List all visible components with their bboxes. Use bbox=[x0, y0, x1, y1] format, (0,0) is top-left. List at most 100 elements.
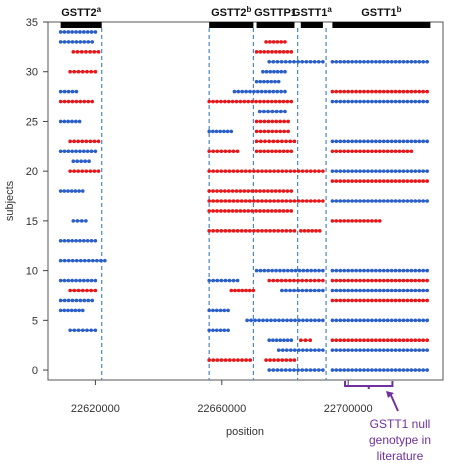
segment-point bbox=[280, 288, 284, 293]
segment-point bbox=[275, 40, 280, 44]
segment-point bbox=[214, 129, 219, 134]
segment-point bbox=[316, 368, 321, 372]
segment-point bbox=[272, 199, 276, 203]
segment-point bbox=[281, 149, 286, 154]
segment-point bbox=[215, 199, 220, 203]
segment-point bbox=[378, 219, 382, 223]
segment-point bbox=[268, 358, 272, 362]
segment-point bbox=[262, 119, 267, 124]
segment-point bbox=[66, 238, 71, 243]
segment-point bbox=[215, 99, 219, 104]
segment-point bbox=[292, 199, 297, 203]
segment-point bbox=[72, 288, 77, 293]
segment-point bbox=[70, 258, 75, 263]
segment-point bbox=[62, 149, 67, 154]
segment-point bbox=[219, 99, 223, 104]
segment-point bbox=[254, 149, 259, 154]
segment-point bbox=[338, 139, 343, 144]
segment-point bbox=[235, 278, 240, 283]
segment-point bbox=[78, 258, 83, 263]
segment-point bbox=[389, 348, 394, 352]
segment-point bbox=[421, 89, 426, 94]
segment-point bbox=[266, 268, 271, 273]
segment-point bbox=[77, 189, 81, 193]
segment-point bbox=[72, 169, 76, 173]
segment-point bbox=[215, 149, 220, 154]
segment-point bbox=[362, 368, 366, 372]
subject-segment bbox=[254, 149, 294, 154]
segment-point bbox=[262, 189, 266, 193]
subject-segment bbox=[330, 149, 414, 154]
segment-point bbox=[262, 209, 266, 213]
y-tick-label: 10 bbox=[26, 266, 38, 278]
segment-point bbox=[258, 79, 263, 84]
segment-point bbox=[74, 298, 79, 303]
segment-point bbox=[66, 258, 71, 263]
segment-point bbox=[72, 139, 76, 144]
segment-point bbox=[207, 189, 211, 193]
segment-point bbox=[215, 169, 220, 173]
segment-point bbox=[272, 69, 276, 74]
segment-point bbox=[401, 368, 406, 372]
segment-point bbox=[283, 278, 288, 283]
segment-point bbox=[258, 119, 263, 124]
segment-point bbox=[248, 358, 253, 362]
segment-point bbox=[289, 189, 294, 193]
segment-point bbox=[350, 99, 354, 104]
segment-point bbox=[89, 30, 94, 34]
segment-point bbox=[66, 119, 71, 124]
segment-point bbox=[274, 129, 279, 134]
segment-point bbox=[58, 298, 63, 303]
segment-point bbox=[227, 229, 232, 233]
segment-point bbox=[247, 288, 252, 293]
segment-point bbox=[99, 258, 103, 263]
segment-point bbox=[413, 288, 418, 293]
segment-point bbox=[84, 219, 88, 223]
segment-point bbox=[268, 169, 272, 173]
segment-point bbox=[271, 368, 276, 372]
segment-point bbox=[223, 229, 228, 233]
segment-point bbox=[279, 89, 283, 94]
segment-point bbox=[278, 129, 283, 134]
segment-point bbox=[362, 139, 366, 144]
segment-point bbox=[425, 179, 430, 183]
segment-point bbox=[409, 89, 414, 94]
segment-point bbox=[74, 40, 79, 44]
segment-point bbox=[358, 298, 362, 303]
segment-point bbox=[255, 89, 260, 94]
segment-point bbox=[279, 69, 284, 74]
segment-point bbox=[207, 209, 211, 213]
segment-point bbox=[370, 149, 374, 154]
segment-point bbox=[262, 129, 267, 134]
segment-point bbox=[370, 278, 374, 283]
segment-point bbox=[289, 209, 294, 213]
segment-point bbox=[271, 139, 276, 144]
gene-label: GSTT1a bbox=[292, 5, 332, 19]
y-tick-label: 25 bbox=[26, 116, 38, 128]
segment-point bbox=[308, 59, 313, 64]
segment-point bbox=[284, 348, 289, 352]
segment-point bbox=[288, 199, 293, 203]
segment-point bbox=[275, 368, 280, 372]
segment-point bbox=[312, 199, 317, 203]
segment-point bbox=[378, 99, 382, 104]
segment-point bbox=[354, 199, 358, 203]
segment-point bbox=[264, 40, 268, 44]
segment-point bbox=[385, 278, 390, 283]
subject-segment bbox=[68, 139, 101, 144]
subject-segment bbox=[254, 119, 290, 124]
subject-segment bbox=[254, 139, 297, 144]
segment-point bbox=[274, 338, 279, 343]
segment-point bbox=[393, 278, 398, 283]
x-tick-label: 22700000 bbox=[324, 403, 373, 415]
segment-point bbox=[321, 268, 325, 273]
segment-point bbox=[78, 238, 82, 243]
segment-point bbox=[366, 219, 370, 223]
segment-point bbox=[264, 229, 268, 233]
segment-point bbox=[230, 99, 235, 104]
segment-point bbox=[62, 99, 67, 104]
segment-point bbox=[317, 318, 321, 323]
segment-point bbox=[385, 199, 390, 203]
segment-point bbox=[354, 268, 358, 273]
segment-point bbox=[71, 219, 76, 223]
